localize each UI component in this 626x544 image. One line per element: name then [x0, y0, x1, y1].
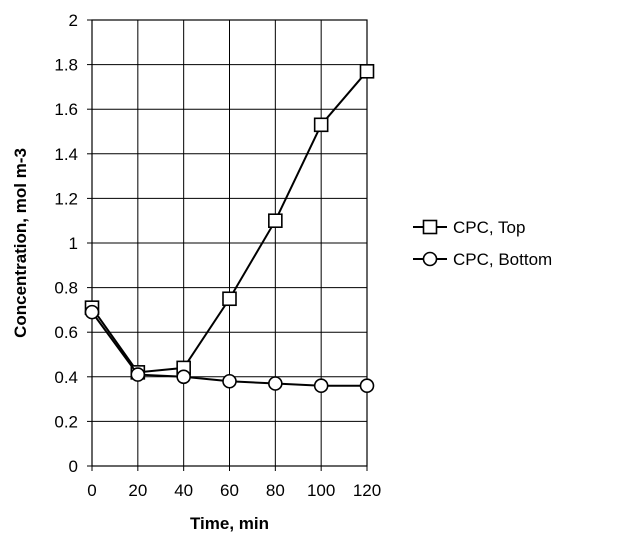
y-tick-label: 0.8 — [54, 279, 78, 298]
grid — [91, 19, 368, 467]
data-point-cpc-top — [222, 291, 237, 307]
plot-area — [91, 19, 368, 467]
data-point-cpc-bottom — [84, 304, 100, 320]
x-tick-label: 120 — [353, 481, 381, 500]
x-tick-label: 80 — [266, 481, 285, 500]
y-tick-label: 2 — [69, 11, 78, 30]
y-tick-label: 0.6 — [54, 323, 78, 342]
series — [84, 63, 375, 394]
data-point-cpc-bottom — [176, 369, 191, 385]
y-tick-label: 0 — [69, 457, 78, 476]
y-tick-label: 1.4 — [54, 145, 78, 164]
data-point-cpc-top — [359, 63, 375, 79]
y-tick-label: 1.8 — [54, 56, 78, 75]
data-point-cpc-bottom — [222, 373, 237, 389]
y-tick-label: 1.6 — [54, 100, 78, 119]
data-point-cpc-bottom — [313, 378, 329, 394]
data-point-cpc-bottom — [359, 378, 375, 394]
x-tick-label: 60 — [220, 481, 239, 500]
x-tick-label: 20 — [128, 481, 147, 500]
x-axis-label: Time, min — [190, 514, 269, 533]
data-point-cpc-top — [268, 213, 283, 228]
y-tick-label: 1 — [69, 234, 78, 253]
y-tick-label: 1.2 — [54, 189, 78, 208]
series-cpc-bottom — [84, 304, 375, 394]
legend-item: CPC, Bottom — [413, 250, 552, 269]
legend-marker — [422, 219, 438, 235]
x-tick-label: 100 — [307, 481, 335, 500]
tick-labels: 00.20.40.60.811.21.41.61.820 20 40 60 80 100 1… — [54, 11, 381, 500]
x-tick-label: 40 — [174, 481, 193, 500]
axes — [87, 19, 368, 471]
y-tick-label: 0.2 — [54, 412, 78, 431]
x-tick-label: 0 — [87, 481, 96, 500]
data-point-cpc-bottom — [130, 367, 146, 382]
y-axis-label: Concentration, mol m-3 — [11, 148, 30, 338]
legend-item: CPC, Top — [413, 218, 525, 237]
y-tick-label: 0.4 — [54, 368, 78, 387]
data-point-cpc-top — [313, 117, 329, 133]
legend-label: CPC, Top — [453, 218, 525, 237]
data-point-cpc-bottom — [268, 376, 283, 391]
legend-marker — [422, 251, 438, 267]
legend: CPC, Top CPC, Bottom — [413, 218, 552, 269]
legend-label: CPC, Bottom — [453, 250, 552, 269]
